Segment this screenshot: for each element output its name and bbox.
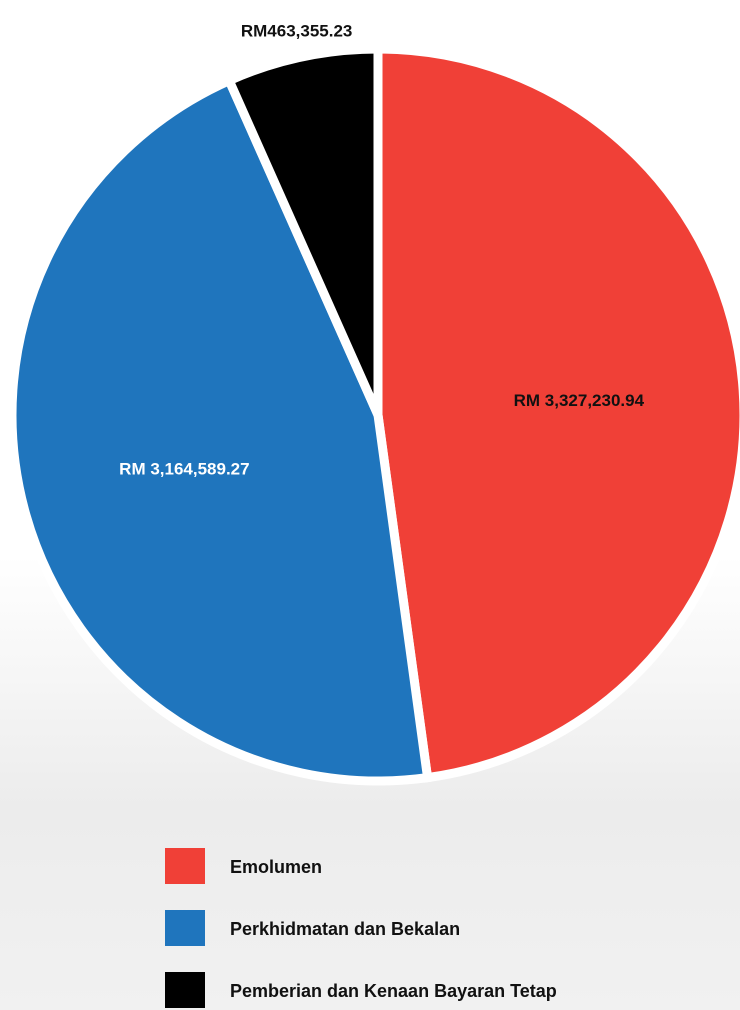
data-label: RM 3,164,589.27	[119, 460, 249, 479]
legend-swatch	[165, 972, 205, 1008]
pie-slice	[223, 44, 383, 417]
data-label: RM 3,327,230.94	[514, 391, 645, 410]
pie-slice	[373, 44, 740, 783]
data-label: RM463,355.23	[241, 21, 353, 40]
legend-label: Emolumen	[230, 857, 322, 877]
pie-slice	[7, 74, 433, 786]
legend-label: Pemberian dan Kenaan Bayaran Tetap	[230, 981, 557, 1001]
legend-swatch	[165, 848, 205, 884]
legend-label: Perkhidmatan dan Bekalan	[230, 919, 460, 939]
legend-swatch	[165, 910, 205, 946]
